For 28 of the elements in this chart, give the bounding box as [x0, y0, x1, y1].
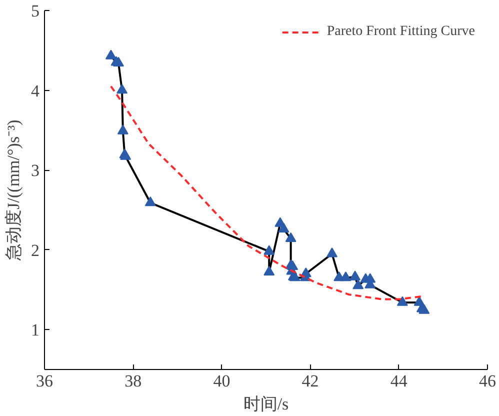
legend-label: Pareto Front Fitting Curve — [326, 24, 475, 40]
x-tick-label: 44 — [390, 372, 408, 390]
x-axis-title: 时间/s — [243, 394, 289, 414]
x-tick-label: 46 — [479, 372, 496, 390]
point — [396, 296, 408, 306]
x-tick-label: 40 — [213, 372, 230, 390]
x-tick-label: 38 — [124, 372, 142, 390]
y-tick-label: 3 — [31, 161, 40, 180]
x-tick-label: 36 — [36, 372, 53, 390]
point — [116, 84, 128, 94]
x-tick-label: 42 — [302, 372, 319, 390]
point — [278, 222, 290, 232]
point — [326, 248, 338, 258]
point — [285, 232, 296, 242]
point — [105, 50, 116, 60]
y-axis-title: 急动度J/((mm/°)s⁻³) — [4, 120, 23, 262]
point — [352, 279, 364, 290]
y-tick-label: 2 — [31, 240, 40, 260]
point — [350, 270, 361, 280]
point — [418, 304, 430, 314]
point — [340, 271, 352, 282]
y-tick-label: 5 — [31, 2, 40, 20]
point — [144, 196, 156, 206]
point — [264, 266, 275, 276]
y-tick-label: 1 — [31, 320, 40, 340]
point — [117, 124, 128, 134]
y-tick-label: 4 — [31, 81, 40, 100]
point — [264, 245, 275, 255]
